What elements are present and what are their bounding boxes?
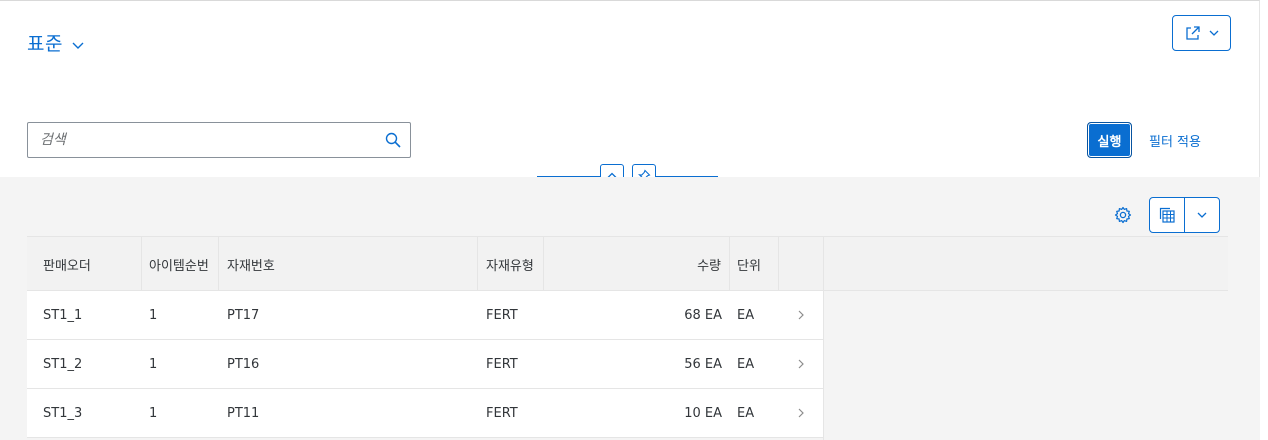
export-button-group [1149, 197, 1220, 233]
cell-unit: EA [737, 406, 755, 421]
column-separator [477, 237, 478, 291]
chevron-down-icon [1209, 30, 1218, 36]
cell-material: PT16 [227, 357, 260, 372]
cell-material: PT17 [227, 308, 260, 323]
column-header-material-type[interactable]: 자재유형 [486, 258, 534, 274]
column-header-quantity[interactable]: 수량 [697, 258, 721, 274]
cell-unit: EA [737, 357, 755, 372]
share-icon [1185, 26, 1200, 40]
chevron-down-icon[interactable] [71, 38, 85, 52]
table-row[interactable]: ST1_3 1 PT11 FERT 10 EA EA [27, 389, 824, 438]
table-row[interactable]: ST1_2 1 PT16 FERT 56 EA EA [27, 340, 824, 389]
chevron-right-icon[interactable] [795, 406, 807, 420]
share-button[interactable] [1172, 15, 1231, 51]
cell-material-type: FERT [486, 308, 518, 323]
results-table: 판매오더 아이템순번 자재번호 자재유형 수량 단위 ST1_1 1 PT17 … [27, 236, 1228, 440]
column-header-sales-order[interactable]: 판매오더 [43, 258, 91, 274]
chevron-right-icon[interactable] [795, 357, 807, 371]
table-row[interactable]: ST1_1 1 PT17 FERT 68 EA EA [27, 291, 824, 340]
go-button[interactable]: 실행 [1087, 122, 1132, 158]
cell-material-type: FERT [486, 406, 518, 421]
export-menu-button[interactable] [1185, 198, 1219, 232]
filter-bar-header: 표준 실행 필터 적용 [0, 0, 1260, 177]
table-edge [823, 236, 824, 440]
header-divider-right [656, 176, 718, 177]
cell-sales-order: ST1_3 [43, 406, 83, 421]
cell-sales-order: ST1_2 [43, 357, 83, 372]
cell-material-type: FERT [486, 357, 518, 372]
table-body: ST1_1 1 PT17 FERT 68 EA EA ST1_2 1 PT16 … [27, 291, 824, 438]
cell-unit: EA [737, 308, 755, 323]
gear-icon[interactable] [1114, 206, 1132, 224]
cell-item-number: 1 [149, 308, 158, 323]
cell-item-number: 1 [149, 406, 158, 421]
column-separator [218, 237, 219, 291]
chevron-right-icon[interactable] [795, 308, 807, 322]
cell-quantity: 10 EA [684, 406, 722, 421]
cell-material: PT11 [227, 406, 260, 421]
column-header-unit[interactable]: 단위 [737, 258, 761, 274]
search-icon[interactable] [385, 132, 401, 148]
column-separator [543, 237, 544, 291]
chevron-down-icon [1197, 212, 1207, 218]
export-button[interactable] [1150, 198, 1185, 232]
cell-quantity: 68 EA [684, 308, 722, 323]
variant-title[interactable]: 표준 [27, 33, 63, 55]
column-separator [141, 237, 142, 291]
column-separator [729, 237, 730, 291]
header-divider-left [537, 176, 600, 177]
column-header-item-number[interactable]: 아이템순번 [149, 258, 209, 274]
spreadsheet-export-icon [1159, 207, 1175, 223]
search-input[interactable] [28, 123, 368, 157]
variant-selector[interactable]: 표준 [27, 29, 85, 56]
cell-item-number: 1 [149, 357, 158, 372]
chevron-up-icon [607, 172, 617, 179]
column-header-material[interactable]: 자재번호 [227, 258, 275, 274]
search-field[interactable] [27, 122, 411, 158]
cell-sales-order: ST1_1 [43, 308, 83, 323]
adapt-filters-button[interactable]: 필터 적용 [1149, 134, 1201, 150]
cell-quantity: 56 EA [684, 357, 722, 372]
table-header: 판매오더 아이템순번 자재번호 자재유형 수량 단위 [27, 236, 1228, 291]
column-separator [778, 237, 779, 291]
